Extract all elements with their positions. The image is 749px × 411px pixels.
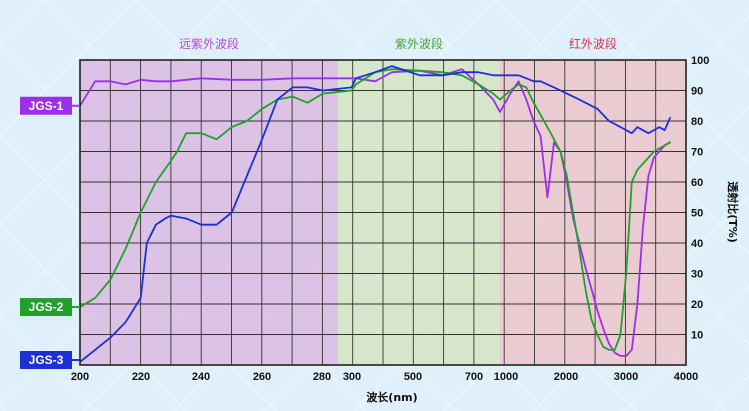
x-tick-label: 240 bbox=[192, 371, 210, 383]
x-axis-title: 波长(nm) bbox=[366, 390, 417, 404]
legend-label: JGS-2 bbox=[29, 300, 64, 314]
x-tick-label: 700 bbox=[465, 371, 483, 383]
legend-jgs-2: JGS-2 bbox=[20, 298, 80, 317]
series-line-jgs-3 bbox=[80, 65, 671, 363]
x-tick-label: 200 bbox=[71, 371, 89, 383]
legend-swatch bbox=[20, 351, 72, 369]
x-tick-label: 220 bbox=[132, 371, 150, 383]
region-label-uv: 紫外波段 bbox=[395, 36, 443, 51]
y-tick-label: 90 bbox=[691, 86, 703, 98]
region-label-ir: 红外波段 bbox=[569, 36, 617, 51]
series-line-jgs-1 bbox=[80, 68, 671, 357]
region-label-far-uv: 远紫外波段 bbox=[179, 36, 239, 51]
x-tick-label: 1000 bbox=[494, 371, 518, 383]
x-tick-label: 500 bbox=[404, 371, 422, 383]
x-tick-label: 300 bbox=[343, 371, 361, 383]
legend-label: JGS-3 bbox=[29, 353, 64, 367]
series-line-jgs-2 bbox=[80, 68, 671, 351]
x-tick-label: 260 bbox=[253, 371, 271, 383]
legend-label: JGS-1 bbox=[29, 99, 64, 113]
y-tick-label: 20 bbox=[691, 299, 703, 311]
y-tick-label: 40 bbox=[691, 238, 703, 250]
y-axis-title: 透射比(T%) bbox=[726, 181, 740, 243]
legend-swatch bbox=[20, 298, 72, 317]
y-tick-label: 60 bbox=[691, 177, 703, 189]
y-tick-label: 80 bbox=[691, 116, 703, 128]
x-tick-label: 280 bbox=[313, 371, 331, 383]
x-tick-label: 4000 bbox=[674, 371, 698, 383]
y-tick-label: 70 bbox=[691, 147, 703, 159]
plot-frame bbox=[79, 59, 687, 366]
y-tick-label: 10 bbox=[691, 330, 703, 342]
y-tick-label: 100 bbox=[691, 55, 709, 67]
x-tick-label: 3000 bbox=[614, 371, 638, 383]
plot-area bbox=[79, 59, 687, 366]
y-tick-label: 50 bbox=[691, 208, 703, 220]
y-tick-label: 30 bbox=[691, 269, 703, 281]
x-tick-label: 2000 bbox=[554, 371, 578, 383]
legend-swatch bbox=[20, 96, 72, 115]
legend-jgs-1: JGS-1 bbox=[20, 96, 80, 115]
legend-jgs-3: JGS-3 bbox=[20, 351, 80, 369]
